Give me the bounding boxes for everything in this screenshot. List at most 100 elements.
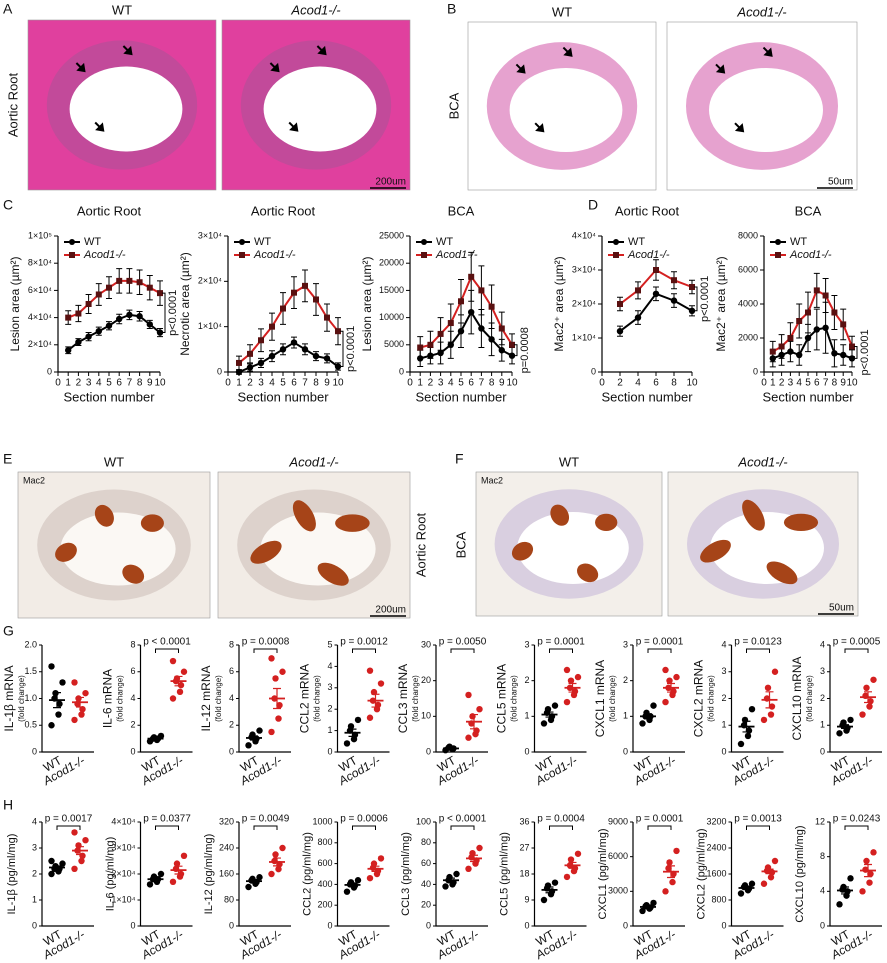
- marker: [334, 363, 342, 370]
- marker: [804, 334, 812, 342]
- sem-bar: [447, 877, 455, 883]
- data-point: [866, 879, 873, 886]
- data-point: [741, 716, 749, 724]
- data-point: [146, 881, 154, 888]
- panel-letter: F: [455, 451, 464, 467]
- sem-bar: [568, 682, 577, 693]
- data-point: [866, 703, 873, 710]
- data-point: [256, 727, 263, 734]
- y-tick-label: 6: [229, 666, 234, 676]
- p-bracket: [352, 648, 376, 653]
- x-tick-label: 0: [599, 378, 605, 389]
- y-tick-label: 3: [623, 639, 628, 649]
- data-point: [169, 695, 177, 702]
- stain-region: [140, 514, 164, 532]
- y-tick-label: 1×10⁴: [111, 894, 135, 904]
- marker: [458, 298, 464, 305]
- y-tick-label: 2: [623, 675, 628, 685]
- x-tick-label: 8: [489, 378, 495, 389]
- chart-title: BCA: [448, 203, 475, 218]
- marker: [279, 346, 287, 353]
- p-bracket: [854, 346, 858, 359]
- data-point: [71, 865, 78, 872]
- data-point: [544, 706, 552, 713]
- marker: [437, 330, 444, 337]
- data-point: [666, 677, 673, 684]
- marker: [136, 279, 143, 286]
- x-tick-label: 1: [417, 378, 423, 389]
- scale-bar-label: 50um: [829, 603, 854, 614]
- y-tick-label: 25000: [379, 230, 404, 240]
- marker: [805, 309, 811, 316]
- x-tick-label: 9: [324, 378, 330, 389]
- marker: [652, 290, 660, 297]
- data-point: [245, 742, 252, 749]
- series-line: [419, 274, 513, 349]
- x-axis-label: Section number: [237, 389, 329, 404]
- data-point: [847, 875, 854, 882]
- y-axis-unit: (fold change): [214, 675, 223, 722]
- sem-bar: [273, 687, 281, 710]
- data-point: [563, 873, 571, 881]
- data-point: [465, 865, 472, 872]
- data-point: [847, 716, 854, 724]
- series-line: [238, 284, 339, 364]
- data-point: [465, 691, 472, 699]
- x-tick-label: 4: [269, 378, 275, 389]
- sem-bar: [864, 863, 872, 878]
- y-tick-label: 2×10⁴: [198, 276, 222, 286]
- marker: [498, 347, 505, 354]
- p-value: p = 0.0050: [439, 637, 487, 648]
- y-tick-label: 0: [217, 366, 222, 376]
- legend-label: WT: [790, 236, 807, 248]
- y-tick-label: 2400: [706, 842, 726, 852]
- y-tick-label: 40: [421, 879, 431, 889]
- x-tick-label: 7: [479, 378, 485, 389]
- y-tick-label: 3: [32, 842, 37, 852]
- stain-region: [766, 561, 798, 585]
- data-point: [59, 860, 66, 867]
- x-tick-label: 3: [86, 378, 92, 389]
- marker: [324, 314, 330, 321]
- data-point: [71, 679, 78, 686]
- marker: [478, 325, 485, 332]
- x-tick-label: 9: [840, 378, 846, 389]
- panel-title: Acod1-/-: [736, 4, 787, 19]
- y-tick-label: 10000: [379, 312, 404, 322]
- y-tick-label: 0: [820, 746, 825, 756]
- y-tick-label: 8: [820, 851, 825, 861]
- stain-region: [292, 500, 316, 532]
- data-point: [272, 675, 279, 682]
- sem-bar: [76, 696, 84, 708]
- marker: [146, 321, 153, 328]
- sem-bar: [470, 713, 478, 730]
- data-point: [256, 874, 263, 881]
- legend-label: WT: [436, 236, 453, 248]
- y-tick-label: 160: [219, 868, 234, 878]
- y-tick-label: 0: [229, 920, 234, 930]
- y-tick-label: 5: [327, 639, 332, 649]
- data-point: [859, 888, 866, 895]
- stain-region: [783, 513, 819, 532]
- sem-bar: [151, 877, 160, 882]
- legend-label: WT: [84, 236, 101, 248]
- panel-letter: E: [3, 451, 12, 467]
- x-tick-label: 2: [617, 378, 623, 389]
- x-tick-label: 2: [779, 378, 785, 389]
- p-bracket: [340, 330, 344, 368]
- p-value: p = 0.0001: [636, 814, 684, 825]
- data-point: [476, 844, 483, 852]
- marker: [85, 301, 92, 307]
- marker: [688, 307, 696, 314]
- marker: [235, 368, 243, 376]
- data-point: [670, 688, 677, 695]
- y-tick-label: 800: [711, 894, 726, 904]
- axes: [336, 822, 390, 927]
- marker: [427, 341, 434, 348]
- y-tick-label: 2.0: [24, 639, 37, 649]
- y-tick-label: 4: [327, 661, 332, 671]
- panel-letter: G: [3, 623, 14, 639]
- arrow: [94, 121, 105, 132]
- scale-bar-label: 200um: [375, 605, 406, 616]
- data-point: [836, 730, 843, 737]
